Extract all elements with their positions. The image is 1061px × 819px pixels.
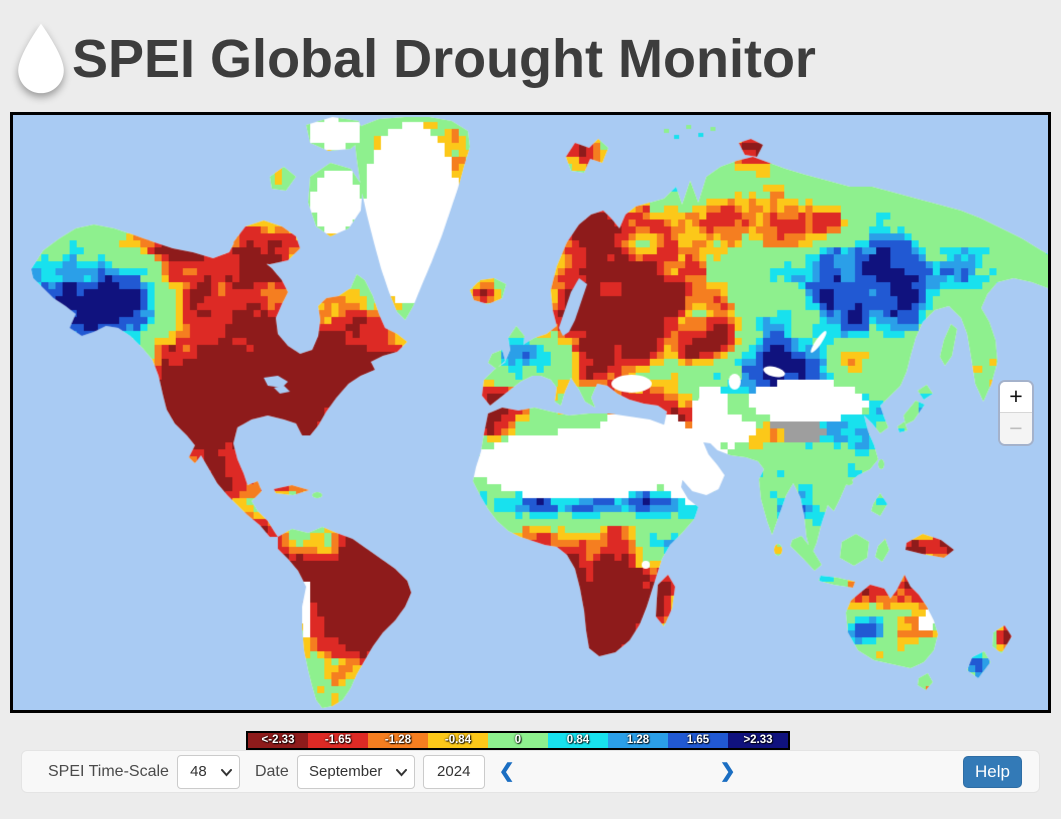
map-container: + − xyxy=(10,112,1051,713)
legend: <-2.33 -1.65 -1.28 -0.84 0 0.84 1.28 1.65 >2.33 xyxy=(246,731,790,750)
map-zoom-control: + − xyxy=(998,379,1034,446)
legend-bin: <-2.33 xyxy=(248,733,308,748)
legend-bin: -0.84 xyxy=(428,733,488,748)
world-drought-map[interactable] xyxy=(13,115,1048,710)
legend-bin: 0.84 xyxy=(548,733,608,748)
year-input[interactable] xyxy=(422,754,485,789)
timescale-value: 48 xyxy=(190,763,207,780)
legend-bin: 0 xyxy=(488,733,548,748)
chevron-down-icon xyxy=(395,768,407,776)
month-value: September xyxy=(309,763,383,780)
control-bar: SPEI Time-Scale 48 Date September ❮ ❯ He… xyxy=(21,750,1040,793)
date-label: Date xyxy=(254,762,289,780)
water-drop-icon xyxy=(18,23,64,94)
legend-bin: -1.65 xyxy=(308,733,368,748)
help-button[interactable]: Help xyxy=(963,755,1022,788)
app-header: SPEI Global Drought Monitor xyxy=(0,0,1061,112)
zoom-out-button[interactable]: − xyxy=(1000,412,1032,444)
timescale-label: SPEI Time-Scale xyxy=(48,762,169,780)
prev-month-button[interactable]: ❮ xyxy=(498,761,515,782)
page-title: SPEI Global Drought Monitor xyxy=(72,29,816,89)
month-select[interactable]: September xyxy=(296,754,415,789)
chevron-down-icon xyxy=(220,768,232,776)
legend-bin: -1.28 xyxy=(368,733,428,748)
timescale-select[interactable]: 48 xyxy=(176,754,240,789)
zoom-in-button[interactable]: + xyxy=(1000,381,1032,413)
legend-bin: >2.33 xyxy=(728,733,788,748)
legend-bin: 1.65 xyxy=(668,733,728,748)
legend-row: <-2.33 -1.65 -1.28 -0.84 0 0.84 1.28 1.65 >2.33 xyxy=(0,713,1061,750)
legend-bin: 1.28 xyxy=(608,733,668,748)
next-month-button[interactable]: ❯ xyxy=(719,761,736,782)
